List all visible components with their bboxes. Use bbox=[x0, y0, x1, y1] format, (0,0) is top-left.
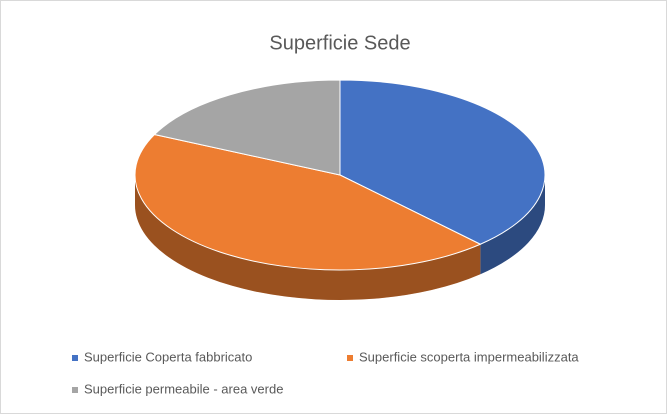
legend-marker bbox=[72, 387, 78, 393]
side-shade bbox=[480, 175, 545, 275]
pie-slice bbox=[339, 79, 546, 245]
legend-label: Superficie Coperta fabbricato bbox=[84, 349, 252, 364]
chart-title: Superficie Sede bbox=[269, 32, 410, 54]
pie-slice bbox=[153, 79, 341, 176]
pie-side bbox=[135, 175, 481, 300]
pie-side bbox=[480, 175, 545, 275]
legend-label: Superficie permeabile - area verde bbox=[84, 381, 283, 396]
pie-slice bbox=[134, 134, 482, 271]
side-shade bbox=[135, 175, 481, 300]
legend-marker bbox=[72, 355, 78, 361]
legend-label: Superficie scoperta impermeabilizzata bbox=[359, 349, 579, 364]
legend-marker bbox=[347, 355, 353, 361]
